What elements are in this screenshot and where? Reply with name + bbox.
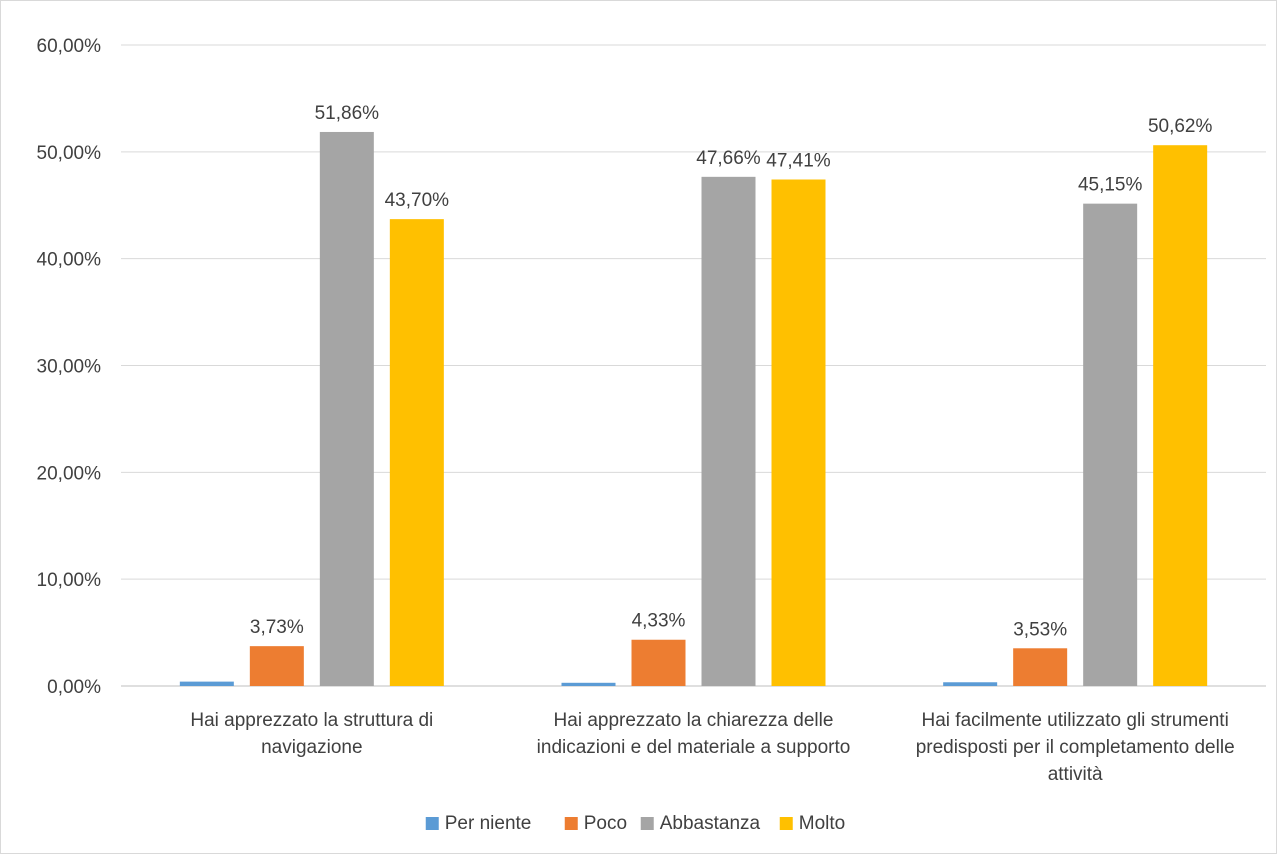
legend-label: Per niente (445, 813, 532, 834)
legend-label: Poco (584, 813, 627, 834)
bar-per-niente (561, 682, 616, 686)
bar-poco (1013, 648, 1068, 686)
bar-abbastanza (319, 131, 374, 686)
legend-swatch (564, 817, 578, 830)
bar-molto (389, 219, 444, 686)
bar-molto (771, 179, 826, 686)
bar-per-niente (943, 682, 998, 686)
y-tick-label: 30,00% (37, 357, 102, 378)
data-label: 45,15% (1078, 175, 1143, 196)
legend-item-per-niente: Per niente (425, 813, 532, 834)
legend-item-poco: Poco (564, 813, 627, 834)
data-label: 43,70% (385, 190, 450, 211)
legend-item-abbastanza: Abbastanza (640, 813, 761, 834)
bar-poco (249, 646, 304, 686)
legend-label: Abbastanza (660, 813, 761, 834)
data-labels: 3,73% 4,33% 3,53% 51,86% 47,66% 45,15% 43,70% 4… (250, 103, 1213, 640)
y-tick-label: 0,00% (47, 677, 101, 698)
y-tick-label: 10,00% (37, 570, 102, 591)
data-label: 47,41% (766, 151, 831, 172)
bar-poco (631, 639, 686, 686)
gridlines (121, 44, 1266, 687)
legend-swatch (640, 817, 654, 830)
data-label: 3,53% (1013, 619, 1067, 640)
data-label: 50,62% (1148, 116, 1213, 137)
y-tick-label: 40,00% (37, 250, 102, 271)
bar-abbastanza (1083, 203, 1138, 686)
legend: Per niente Poco Abbastanza Molto (425, 813, 845, 834)
category-label: Hai apprezzato la struttura di navigazion… (190, 710, 433, 758)
legend-swatch (779, 817, 793, 830)
bar-molto (1153, 145, 1208, 687)
y-tick-label: 20,00% (37, 463, 102, 484)
legend-label: Molto (799, 813, 845, 834)
bar-abbastanza (701, 176, 756, 686)
data-label: 3,73% (250, 617, 304, 638)
data-label: 4,33% (632, 611, 686, 632)
x-axis-categories: Hai apprezzato la struttura di navigazion… (190, 710, 1234, 785)
legend-swatch (425, 817, 439, 830)
category-label: Hai apprezzato la chiarezza delle indicaz… (537, 710, 851, 758)
category-label: Hai facilmente utilizzato gli strumenti p… (916, 710, 1235, 785)
bar-per-niente (179, 681, 234, 686)
y-axis-ticks: 0,00% 10,00% 20,00% 30,00% 40,00% 50,00% 60,00… (37, 36, 102, 698)
y-tick-label: 50,00% (37, 143, 102, 164)
bars (179, 131, 1208, 687)
data-label: 47,66% (696, 148, 761, 169)
y-tick-label: 60,00% (37, 36, 102, 57)
legend-item-molto: Molto (779, 813, 845, 834)
data-label: 51,86% (315, 103, 380, 124)
